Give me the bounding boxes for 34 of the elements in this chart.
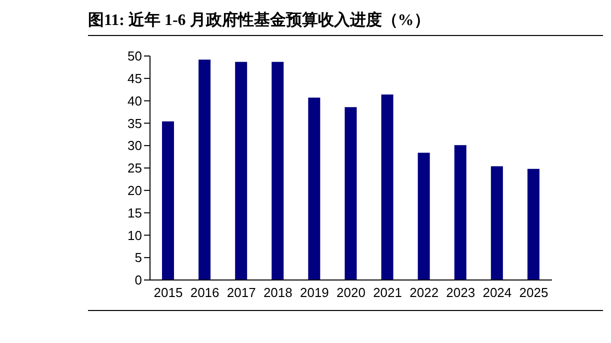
bar — [454, 145, 466, 280]
bar — [272, 62, 284, 280]
bar — [490, 166, 503, 280]
x-tick-label: 2020 — [336, 285, 366, 300]
y-tick-label: 15 — [128, 205, 142, 220]
x-tick-label: 2023 — [446, 285, 476, 300]
x-tick-label: 2024 — [482, 285, 512, 300]
x-tick-label: 2018 — [263, 285, 292, 300]
chart-title: 图11: 近年 1-6 月政府性基金预算收入进度（%） — [88, 10, 603, 36]
x-tick-label: 2016 — [190, 285, 220, 300]
y-tick-label: 30 — [128, 138, 142, 154]
bar — [162, 121, 174, 280]
bar — [381, 94, 394, 280]
x-tick-label: 2021 — [373, 285, 402, 300]
y-tick-label: 35 — [128, 116, 142, 131]
bar — [344, 107, 357, 280]
x-tick-label: 2017 — [226, 285, 256, 300]
bar — [198, 60, 211, 280]
y-tick-label: 25 — [128, 160, 142, 176]
y-tick-label: 0 — [134, 272, 142, 288]
bar — [527, 168, 540, 280]
x-tick-label: 2025 — [519, 285, 548, 300]
y-tick-label: 10 — [128, 228, 142, 243]
x-tick-label: 2015 — [154, 285, 183, 300]
y-tick-label: 50 — [128, 48, 142, 64]
y-tick-label: 20 — [128, 183, 142, 198]
bar — [235, 62, 248, 280]
bar — [308, 98, 320, 280]
y-tick-label: 40 — [128, 93, 142, 108]
y-tick-label: 45 — [128, 71, 142, 86]
x-tick-label: 2022 — [410, 285, 439, 300]
bar — [418, 152, 430, 280]
y-tick-label: 5 — [134, 250, 142, 266]
x-tick-label: 2019 — [300, 285, 329, 300]
